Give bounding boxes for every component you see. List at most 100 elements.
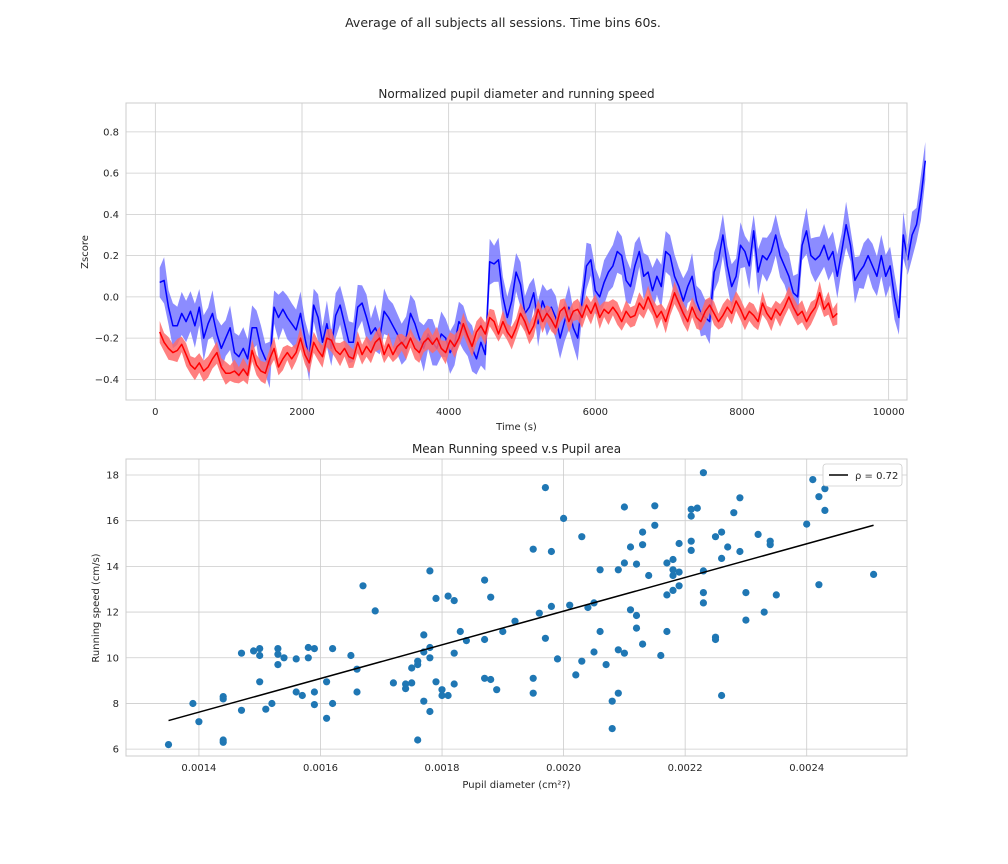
timeseries-xtick-label: 8000 — [729, 407, 754, 418]
scatter-point — [219, 695, 227, 703]
scatter-point — [280, 654, 288, 662]
scatter-point — [632, 560, 641, 568]
scatter-point — [669, 571, 677, 580]
scatter-point — [420, 631, 428, 639]
scatter-point — [596, 566, 604, 574]
scatter-point — [815, 493, 823, 501]
scatter-point — [219, 738, 227, 746]
scatter-point — [687, 505, 695, 513]
scatter-point — [699, 589, 708, 597]
scatter-panel: Mean Running speed v.s Pupil area 0.0014… — [91, 442, 908, 791]
scatter-point — [353, 688, 361, 696]
scatter-point — [426, 654, 434, 662]
scatter-xtick-label: 0.0018 — [425, 763, 460, 774]
scatter-point — [620, 649, 629, 657]
timeseries-xtick-label: 2000 — [289, 407, 314, 418]
scatter-point — [444, 592, 452, 600]
scatter-point — [657, 651, 665, 660]
scatter-point — [687, 537, 695, 545]
scatter-xtick-label: 0.0022 — [668, 763, 703, 774]
scatter-point — [730, 509, 738, 517]
scatter-point — [250, 647, 258, 655]
scatter-point — [736, 547, 744, 556]
scatter-ytick-label: 10 — [106, 653, 119, 664]
scatter-point — [438, 691, 446, 700]
scatter-point — [371, 607, 379, 615]
scatter-point — [389, 679, 397, 687]
scatter-point — [566, 601, 574, 609]
scatter-point — [614, 689, 622, 697]
timeseries-xtick-label: 4000 — [436, 407, 461, 418]
scatter-point — [237, 706, 246, 714]
scatter-point — [414, 657, 422, 665]
timeseries-ytick-label: 0.8 — [103, 127, 119, 138]
scatter-point — [724, 543, 732, 551]
scatter-point — [310, 645, 318, 653]
scatter-point — [699, 599, 708, 607]
timeseries-xtick-label: 10000 — [873, 407, 905, 418]
pupil-series-line — [159, 160, 927, 366]
scatter-point — [736, 494, 744, 502]
scatter-point — [626, 606, 635, 614]
scatter-point — [189, 699, 197, 708]
scatter-point — [262, 705, 270, 713]
timeseries-plot-area — [159, 142, 927, 389]
scatter-point — [669, 555, 677, 564]
scatter-xtick-label: 0.0020 — [546, 763, 581, 774]
scatter-point — [274, 645, 282, 653]
scatter-point — [487, 593, 495, 601]
scatter-xtick-label: 0.0024 — [789, 763, 824, 774]
scatter-point — [614, 566, 622, 574]
scatter-point — [359, 582, 367, 590]
scatter-point — [711, 635, 720, 644]
scatter-point — [663, 559, 671, 567]
scatter-point — [432, 678, 440, 686]
scatter-ylabel: Running speed (cm/s) — [91, 553, 102, 662]
scatter-point — [596, 627, 604, 636]
scatter-point — [742, 616, 750, 624]
timeseries-xtick-label: 0 — [152, 407, 158, 418]
scatter-point — [645, 571, 653, 580]
scatter-point — [408, 664, 416, 672]
timeseries-frame — [125, 102, 908, 401]
legend-label: ρ = 0.72 — [855, 471, 898, 482]
scatter-point — [553, 655, 562, 663]
scatter-ytick-label: 18 — [106, 470, 119, 481]
scatter-point — [639, 541, 647, 549]
scatter-point — [663, 627, 671, 636]
scatter-point — [529, 674, 537, 682]
scatter-point — [444, 691, 452, 700]
scatter-point — [511, 617, 519, 625]
scatter-point — [499, 627, 507, 636]
scatter-point — [632, 624, 641, 632]
scatter-point — [237, 649, 246, 657]
scatter-point — [438, 686, 446, 694]
scatter-point — [426, 567, 434, 575]
scatter-frame — [125, 458, 908, 757]
scatter-point — [292, 688, 300, 696]
scatter-point — [547, 547, 556, 556]
running-series-line — [159, 292, 838, 377]
scatter-point — [450, 680, 458, 688]
scatter-point — [815, 581, 823, 589]
scatter-point — [195, 718, 203, 726]
scatter-point — [304, 654, 312, 662]
scatter-point — [529, 545, 537, 553]
scatter-point — [742, 589, 750, 597]
scatter-grid — [126, 459, 907, 756]
scatter-point — [584, 603, 592, 612]
figure-suptitle: Average of all subjects all sessions. Ti… — [345, 15, 661, 30]
scatter-point — [529, 689, 537, 697]
scatter-point — [614, 646, 622, 654]
scatter-point — [699, 469, 708, 477]
scatter-point — [329, 645, 337, 653]
timeseries-title: Normalized pupil diameter and running sp… — [378, 87, 654, 101]
scatter-ytick-label: 14 — [106, 562, 119, 573]
scatter-ytick-label: 12 — [106, 608, 119, 619]
scatter-ytick-label: 6 — [113, 745, 119, 756]
scatter-point — [274, 661, 282, 669]
scatter-point — [481, 576, 489, 584]
scatter-point — [669, 586, 677, 595]
scatter-point — [870, 570, 878, 579]
